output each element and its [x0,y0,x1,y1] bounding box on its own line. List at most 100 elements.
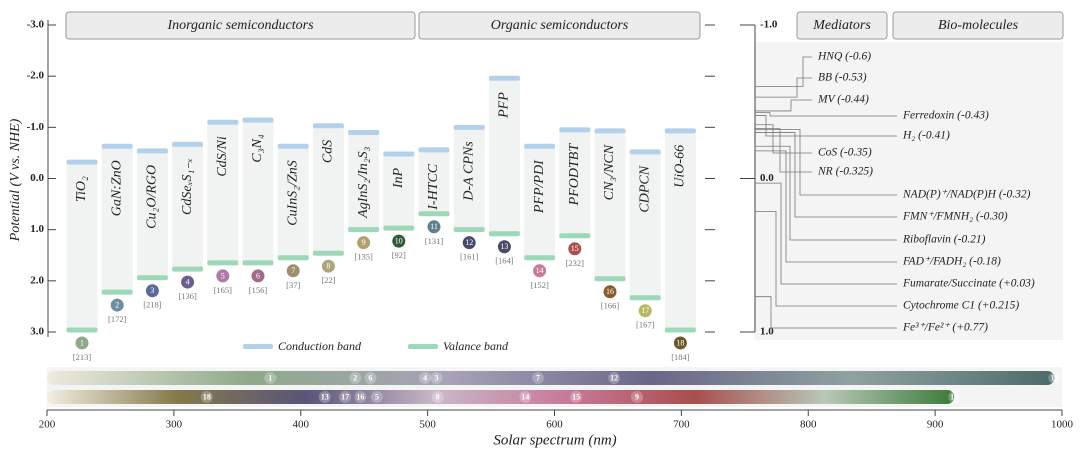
edge-marker [1048,372,1061,384]
y-tick-label: 1.0 [760,326,774,338]
redox-label: Riboflavin (-0.21) [902,234,986,246]
valence-band [664,327,696,333]
edge-label: 12 [610,373,618,382]
number: 5 [221,271,225,280]
material-name: Cu₂O/RGO [145,165,160,229]
band-gap [312,125,344,254]
edge-label: 13 [321,392,329,401]
redox-label: NAD(P)⁺/NAD(P)H (-0.32) [902,189,1031,201]
conduction-band [66,159,98,165]
redox-label: MV (-0.44) [817,94,869,106]
conduction-band [242,117,274,123]
reference: [167] [636,320,655,330]
valence-band [101,289,133,295]
material-name: CdSeₓS₁₋ₓ [180,158,195,215]
number-badge [181,275,195,289]
reference: [135] [354,252,373,262]
number: 4 [186,277,190,286]
edge-marker [431,391,444,403]
number-badge [673,336,687,350]
redox-label: CoS (-0.35) [818,147,872,159]
band-gap [453,127,485,230]
leader-line [755,56,812,87]
group-header: Bio-molecules [938,18,1019,33]
edge-marker [264,372,277,384]
number: 12 [465,238,473,247]
material-name: PFODTBT [567,143,582,207]
x-tick-label: 500 [419,419,436,431]
valence-band [348,227,380,233]
edge-marker [630,391,643,403]
leader-line [755,296,897,329]
band-gap [277,146,309,258]
reference: [166] [601,301,620,311]
reference: [156] [249,285,268,295]
number-badge [638,304,652,318]
valence-band [66,327,98,333]
leader-line [755,211,897,307]
redox-label: Cytochrome C1 (+0.215) [903,300,1019,312]
leader-line [755,182,897,285]
number: 2 [115,300,119,309]
edge-marker [370,391,383,403]
conduction-band [453,124,485,130]
edge-label: 17 [341,392,349,401]
material-name: InP [391,167,406,189]
conduction-band [136,148,168,154]
absorption-bar [47,371,1055,385]
y-tick-label: 3.0 [30,326,44,338]
number-badge [462,236,476,250]
group-header-box [65,11,416,40]
number: 13 [500,242,508,251]
leader-line [755,99,812,112]
redox-label: HNQ (-0.6) [817,51,871,63]
number: 14 [536,266,544,275]
edge-label: 6 [369,373,373,382]
edge-marker [608,372,621,384]
conduction-band [559,127,591,133]
band-gap [207,122,239,263]
band-gap [488,78,520,234]
reference: [161] [460,252,479,262]
number-badge [568,242,582,256]
valence-band [594,276,626,282]
edge-label: 8 [436,392,440,401]
group-header-box [418,11,701,40]
band-gap [664,130,696,330]
group-header-box [892,11,1064,40]
material-name: CDPCN [637,165,652,212]
number-badge [251,269,265,283]
conduction-band [418,147,450,153]
y-tick-label: -1.0 [27,121,45,133]
reference: [22] [321,275,335,285]
leader-line [755,128,812,173]
y-tick-label: 2.0 [30,274,44,286]
edge-label: 4 [423,373,427,382]
conduction-band [348,129,380,135]
leader-line [755,77,812,98]
valence-band [242,260,274,266]
leader-line [755,124,812,154]
valence-band [629,295,661,301]
number-badge [145,284,159,298]
number: 3 [150,286,154,295]
number-badge [216,269,230,283]
valence-band [312,250,344,256]
band-gap [242,120,274,263]
number-badge [497,240,511,254]
edge-marker [419,372,432,384]
number: 18 [676,338,684,347]
edge-label: 3 [435,373,439,382]
material-name: I-HTCC [426,163,441,211]
material-name: AgInS₂/In₂S₃ [356,146,371,219]
conduction-band [383,151,415,157]
edge-label: 10 [950,392,958,401]
redox-label: NR (-0.325) [817,166,873,178]
x-axis-label: Solar spectrum (nm) [493,432,616,448]
x-tick-label: 1000 [1051,419,1074,431]
edge-marker [318,391,331,403]
number: 16 [606,287,614,296]
redox-label: H₂ (-0.41) [902,130,950,142]
number-badge [75,336,89,350]
